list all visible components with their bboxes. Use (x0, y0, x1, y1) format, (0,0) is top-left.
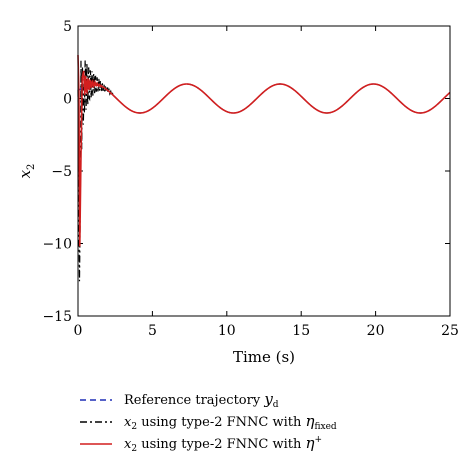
legend-label-adaptive: x2 using type-2 FNNC with η+ (124, 434, 322, 454)
series-line-reference (77, 83, 450, 114)
x-tick-label: 10 (218, 323, 236, 339)
x-tick-label: 20 (367, 323, 385, 339)
series-layer (77, 54, 451, 282)
legend-label-reference: Reference trajectory yd (124, 390, 279, 410)
y-tick-label: −15 (42, 309, 72, 325)
ticks-layer: 0 5 10 15 20 25 5 0 −5 −10 −15 (42, 19, 458, 339)
series-line-adaptive (77, 54, 451, 247)
y-tick-label: 5 (63, 19, 72, 35)
x-tick-label: 5 (148, 323, 157, 339)
x-tick-label: 25 (441, 323, 459, 339)
y-axis-title-var: x (16, 169, 34, 178)
y-tick-label: 0 (63, 92, 72, 108)
plot-frame (77, 25, 451, 317)
legend-label-fixed: x2 using type-2 FNNC with ηfixed (124, 412, 337, 432)
x-tick-label: 0 (74, 323, 83, 339)
y-axis-title-sub: 2 (26, 164, 37, 170)
y-tick-label: −10 (42, 237, 72, 253)
y-axis-title: x2 (16, 164, 37, 179)
x-tick-label: 15 (292, 323, 310, 339)
x-axis-title: Time (s) (233, 348, 295, 366)
y-tick-label: −5 (51, 164, 72, 180)
series-line-fixed (77, 60, 451, 282)
